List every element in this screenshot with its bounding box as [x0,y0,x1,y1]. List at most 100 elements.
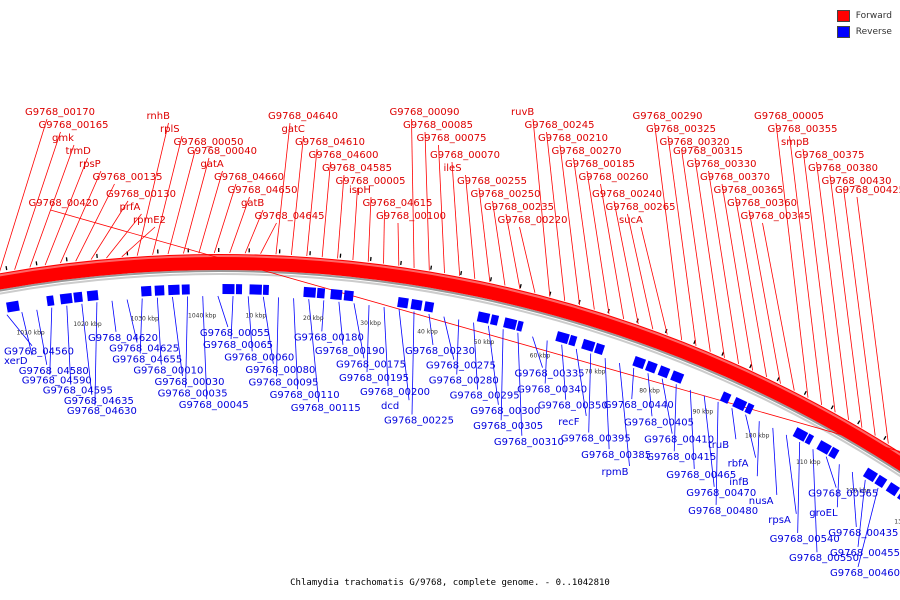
scale-tick-label: 90 kbp [693,409,714,416]
forward-gene-label: G9768_00075 [417,133,487,144]
reverse-gene-label: G9768_00550 [789,553,859,564]
forward-leader-line [762,222,795,391]
forward-gene-label: G9768_00320 [660,137,730,148]
legend-item-forward: Forward [836,8,892,24]
forward-leader-line [694,157,725,358]
forward-leader-line [451,161,461,276]
reverse-gene-label: G9768_00110 [270,390,340,401]
reverse-leader-line [276,297,279,377]
reverse-gene-label: G9768_00410 [644,435,714,446]
forward-gene-label: G9768_00085 [403,120,473,131]
forward-leader-line [721,183,754,371]
forward-leader-line [321,161,331,258]
reverse-gene-label: G9768_00300 [470,406,540,417]
reverse-leader-line [544,340,548,384]
reverse-gene-label: G9768_00405 [624,417,694,428]
position-mark [721,351,725,356]
reverse-gene-label: G9768_04595 [43,386,113,397]
forward-gene-label: ispH [349,185,371,196]
reverse-gene-block [792,427,809,442]
reverse-gene-label: G9768_00305 [473,421,543,432]
reverse-gene-block [516,320,524,332]
reverse-gene-label: G9768_00335 [515,369,585,380]
legend-label-reverse: Reverse [855,27,892,37]
reverse-leader-line [473,322,478,390]
forward-leader-line [735,196,767,378]
reverse-leader-line [6,314,33,346]
forward-gene-label: rpsP [79,159,101,170]
position-mark [857,420,861,425]
reverse-gene-block [555,331,570,345]
reverse-gene-label: G9768_00280 [429,376,499,387]
reverse-leader-line [156,297,162,365]
reverse-gene-block [343,290,354,302]
genome-backbone [0,247,900,478]
forward-gene-label: G9768_00210 [538,133,608,144]
reverse-leader-line [731,408,737,440]
position-mark [460,271,463,276]
forward-gene-label: G9768_04650 [228,185,298,196]
reverse-gene-label: G9768_00230 [405,346,475,357]
forward-gene-label: G9768_00420 [29,198,99,209]
reverse-gene-label: truB [708,440,729,451]
forward-gene-label: G9768_00265 [606,202,676,213]
reverse-gene-block [154,285,165,296]
forward-gene-label: G9768_00220 [498,215,568,226]
forward-leader-line [352,187,358,261]
forward-leader-line [600,183,625,320]
reverse-gene-label: G9768_04580 [19,366,89,377]
reverse-gene-label: G9768_00065 [203,340,273,351]
reverse-gene-label: G9768_00385 [581,450,651,461]
forward-leader-line [478,187,491,283]
reverse-gene-block [476,311,491,324]
forward-gene-label: G9768_00135 [93,172,163,183]
reverse-leader-line [797,441,801,533]
forward-gene-label: G9768_00425 [835,185,900,196]
reverse-leader-line [561,344,567,400]
forward-gene-label: G9768_00375 [795,150,865,161]
scale-ticks: 1010 kbp 1020 kbp 1030 kbp 1040 kbp 10 kbp 20… [16,312,900,525]
position-mark [430,265,433,270]
reverse-leader-line [94,302,98,406]
forward-gene-label: trmD [66,146,92,157]
scale-tick-label: 1020 kbp [73,321,101,328]
reverse-leader-line [139,298,143,354]
reverse-leader-line [172,296,183,376]
reverse-gene-label: G9768_04625 [109,344,179,355]
forward-gene-label: G9768_00185 [565,159,635,170]
reverse-leader-line [532,336,543,368]
position-mark [489,277,493,282]
reverse-gene-label: G9768_04655 [112,354,182,365]
reverse-gene-block [632,355,647,370]
reverse-gene-label: G9768_00010 [133,366,203,377]
forward-gene-label: rnhB [147,111,171,122]
reverse-leader-line [353,303,365,359]
forward-leader-line [29,144,75,268]
position-mark [749,364,753,369]
reverse-gene-label: G9768_04635 [64,396,134,407]
scale-tick-label: 40 kbp [417,328,438,335]
forward-leader-line [136,122,169,256]
reverse-gene-block [744,402,755,415]
reverse-leader-line [321,300,325,332]
scale-tick-label: 50 kbp [474,339,495,346]
reverse-gene-label: G9768_00440 [604,400,674,411]
map-caption: Chlamydia trachomatis G/9768, complete g… [290,578,610,588]
legend-label-forward: Forward [855,11,892,21]
forward-gene-label: G9768_00130 [106,189,176,200]
reverse-leader-line [772,427,778,495]
forward-gene-label: G9768_00260 [579,172,649,183]
forward-gene-label: ileS [444,163,462,174]
forward-leader-line [492,200,506,286]
reverse-gene-block [874,474,888,489]
reverse-leader-line [619,362,630,467]
reverse-gene-track [6,284,900,500]
position-mark [803,390,807,396]
scale-tick-label: 100 kbp [745,433,770,440]
reverse-gene-block [896,493,900,500]
reverse-gene-label: G9768_00055 [200,328,270,339]
reverse-leader-line [230,296,234,340]
forward-gene-label: G9768_00290 [633,111,703,122]
reverse-gene-label: G9768_00180 [294,332,364,343]
reverse-gene-label: G9768_00470 [686,488,756,499]
